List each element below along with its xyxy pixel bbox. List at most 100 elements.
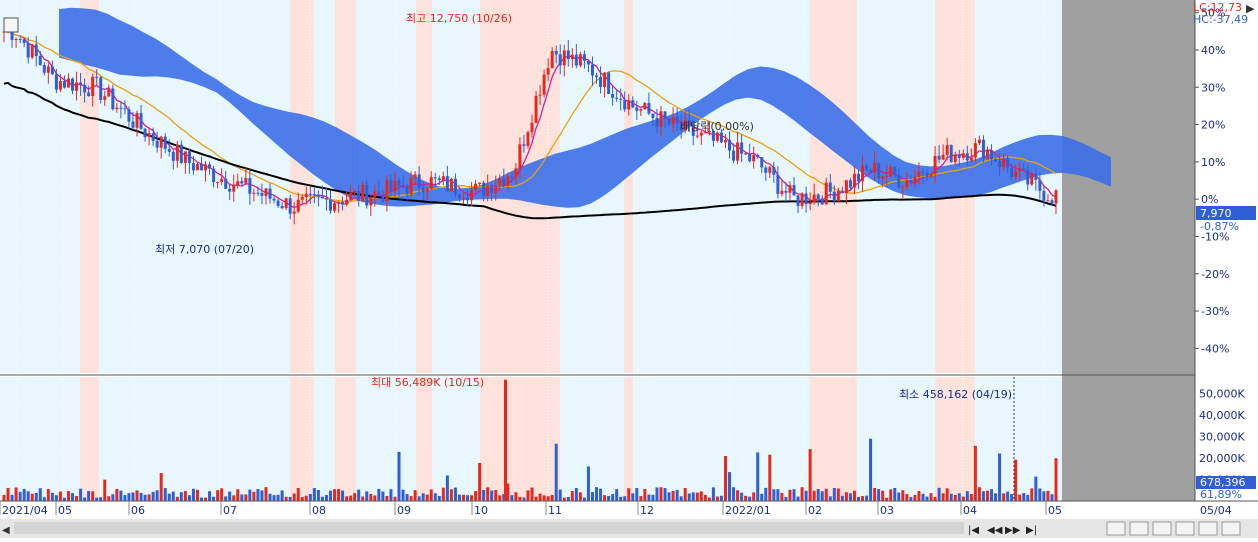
volume-bar — [687, 493, 691, 501]
candle-body — [30, 44, 34, 58]
volume-bar — [719, 495, 723, 501]
candle-body — [345, 199, 349, 205]
candle-body — [607, 72, 611, 94]
scroll-prev-button[interactable]: ◀◀ — [987, 525, 1003, 536]
candle-body — [945, 145, 949, 155]
candle-body — [1002, 158, 1006, 167]
volume-bar — [276, 494, 280, 501]
volume-bar — [131, 492, 135, 501]
candle-body — [981, 139, 985, 159]
candle-body — [599, 77, 603, 87]
candle-body — [252, 192, 256, 194]
candle-body — [216, 181, 220, 183]
scroll-next-button[interactable]: ▶▶ — [1005, 525, 1021, 536]
volume-bar — [744, 495, 748, 501]
candlesticks — [2, 21, 1058, 225]
volume-bar — [159, 473, 163, 501]
candle-body — [405, 187, 409, 194]
candle-body — [885, 176, 889, 178]
volume-bar — [308, 493, 312, 501]
volume-bar — [752, 492, 756, 501]
candle-body — [119, 107, 123, 109]
volume-bar — [127, 493, 131, 501]
month-tick-label: 11 — [548, 504, 562, 517]
volume-bar — [748, 496, 752, 501]
zoom-button-5[interactable] — [1198, 521, 1218, 536]
volume-bar — [562, 497, 566, 501]
zoom-button-1[interactable] — [1106, 521, 1126, 536]
scroll-bar[interactable]: ◀ |◀ ◀◀ ▶▶ ▶| — [0, 519, 1258, 538]
volume-bar — [852, 490, 856, 501]
scroll-last-button[interactable]: ▶| — [1026, 525, 1037, 536]
candle-body — [179, 144, 183, 163]
volume-bar — [631, 493, 635, 501]
volume-bar — [195, 489, 199, 501]
candle-body — [748, 153, 752, 162]
candle-body — [800, 193, 804, 206]
volume-bar — [200, 497, 204, 501]
settings-icon[interactable] — [3, 17, 19, 33]
volume-bar — [316, 490, 320, 501]
zoom-button-2[interactable] — [1129, 521, 1149, 536]
candle-body — [905, 180, 909, 187]
candle-body — [256, 192, 260, 194]
candle-body — [889, 166, 893, 177]
volume-bar — [91, 491, 95, 501]
volume-bar — [341, 490, 345, 501]
volume-bar — [284, 496, 288, 501]
scroll-track[interactable] — [14, 522, 964, 534]
candle-body — [365, 184, 369, 206]
candle-body — [534, 95, 538, 123]
candle-body — [619, 98, 623, 100]
candle-body — [675, 116, 679, 124]
candle-body — [135, 113, 139, 128]
zoom-button-3[interactable] — [1152, 521, 1172, 536]
candle-body — [921, 171, 925, 174]
candle-body — [893, 166, 897, 176]
candle-body — [437, 178, 441, 180]
price-tick-label: -30% — [1201, 305, 1229, 318]
price-tick-label: -10% — [1201, 230, 1229, 243]
volume-bar — [143, 494, 147, 501]
candle-body — [474, 183, 478, 190]
volume-bar — [220, 488, 224, 501]
zoom-button-6[interactable] — [1221, 521, 1241, 536]
volume-bar — [280, 490, 284, 501]
candle-body — [187, 151, 191, 164]
candle-body — [744, 153, 748, 155]
volume-bar — [71, 493, 75, 501]
candle-body — [917, 171, 921, 177]
volume-bar — [46, 489, 50, 501]
volume-bar — [14, 487, 18, 501]
candle-body — [526, 132, 530, 146]
volume-bar — [115, 489, 119, 501]
volume-bar — [828, 496, 832, 501]
volume-bar — [772, 489, 776, 501]
candle-body — [832, 191, 836, 202]
volume-bar — [836, 488, 840, 501]
candle-body — [381, 193, 385, 202]
candle-body — [38, 56, 42, 65]
volume-bar — [796, 496, 800, 501]
volume-bar — [474, 491, 478, 501]
volume-bar — [401, 489, 405, 501]
scroll-right-icon[interactable]: ▶ — [1246, 2, 1255, 15]
price-tick-label: 40% — [1201, 44, 1225, 57]
volume-bar — [723, 456, 727, 501]
candle-body — [740, 142, 744, 154]
volume-bar — [844, 492, 848, 501]
candle-body — [627, 100, 631, 110]
candle-body — [66, 78, 70, 88]
scroll-first-button[interactable]: |◀ — [968, 525, 979, 536]
candle-body — [127, 109, 131, 122]
candle-body — [861, 165, 865, 182]
scroll-left-arrow[interactable]: ◀ — [2, 525, 10, 536]
volume-max-annotation: 최대 56,489K (10/15) — [371, 376, 484, 389]
volume-highlight-band — [624, 377, 633, 501]
zoom-button-4[interactable] — [1175, 521, 1195, 536]
volume-bar — [272, 495, 276, 501]
volume-bar — [151, 491, 155, 501]
volume-bar — [812, 490, 816, 501]
volume-bar — [300, 497, 304, 501]
